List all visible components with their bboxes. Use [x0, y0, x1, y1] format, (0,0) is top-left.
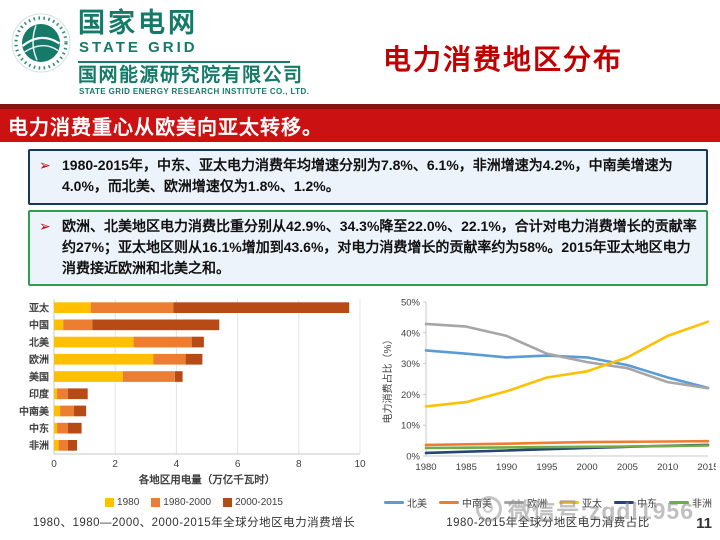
svg-text:40%: 40% [401, 329, 421, 340]
svg-text:电力消费占比（%）: 电力消费占比（%） [381, 335, 394, 424]
line-chart-caption: 1980-2015年全球分地区电力消费占比 [446, 517, 650, 530]
legend-item-亚太: 亚太 [559, 495, 602, 510]
svg-text:中国: 中国 [29, 319, 49, 332]
bullet-box-growth-rates: ➢ 1980-2015年，中东、亚太电力消费年均增速分别为7.8%、6.1%，非… [28, 149, 708, 205]
svg-text:1985: 1985 [456, 462, 477, 473]
svg-text:2000: 2000 [577, 462, 598, 473]
svg-text:8: 8 [296, 459, 302, 470]
wechat-icon [476, 496, 503, 522]
bar-chart-caption: 1980、1980—2000、2000-2015年全球分地区电力消费增长 [32, 517, 356, 530]
wechat-id-text: 微信号:zgdl1956 [508, 498, 694, 524]
legend-line-swatch [384, 500, 404, 504]
bar-chart-block: 亚太 中国 北美 欧洲 美国 印度 中南美 中东 非洲 0 2 4 6 8 10 各地区用电量（万亿千瓦时） … [8, 294, 380, 530]
svg-text:0: 0 [51, 459, 57, 470]
legend-item-非洲: 非洲 [669, 495, 712, 510]
legend-item-中东: 中东 [614, 495, 657, 510]
svg-text:北美: 北美 [29, 336, 50, 349]
legend-swatch [105, 497, 115, 507]
page-title: 电力消费地区分布 [383, 44, 624, 75]
state-grid-logo-icon [10, 12, 72, 74]
legend-item-2000-2015: 2000-2015 [223, 497, 283, 508]
svg-text:欧洲: 欧洲 [29, 353, 49, 366]
svg-text:4: 4 [174, 459, 180, 470]
institute-name-en: STATE GRID ENERGY RESEARCH INSTITUTE CO.… [79, 87, 310, 96]
svg-text:美国: 美国 [29, 371, 49, 384]
svg-text:亚太: 亚太 [29, 302, 50, 315]
svg-text:中东: 中东 [29, 422, 49, 435]
arrow-bullet-icon: ➢ [39, 157, 51, 173]
svg-text:0%: 0% [406, 452, 420, 463]
svg-text:2005: 2005 [617, 462, 638, 473]
legend-swatch [223, 497, 233, 507]
legend-item-1980: 1980 [105, 497, 139, 508]
svg-text:1990: 1990 [496, 462, 517, 473]
svg-text:非洲: 非洲 [29, 440, 49, 453]
header: 国家电网 STATE GRID 国网能源研究院有限公司 STATE GRID E… [0, 0, 720, 104]
consumption-share-line-chart: 0% 10% 20% 30% 40% 50% 1980 1985 1990 1995 2000 200… [381, 298, 719, 474]
key-message-banner: 电力消费重心从欧美向亚太转移。 [0, 104, 720, 142]
svg-text:2010: 2010 [657, 462, 678, 473]
legend-item-1980-2000: 1980-2000 [151, 497, 211, 508]
svg-text:2015: 2015 [697, 462, 716, 473]
key-message-text: 电力消费重心从欧美向亚太转移。 [8, 117, 323, 139]
bullet-text: 欧洲、北美地区电力消费比重分别从42.9%、34.3%降至22.0%、22.1%… [62, 217, 697, 277]
svg-text:10: 10 [354, 459, 366, 470]
svg-text:6: 6 [235, 459, 241, 470]
svg-text:50%: 50% [401, 298, 421, 309]
legend-swatch [151, 497, 161, 507]
wechat-watermark: 微信号:zgdl1956 [476, 492, 694, 526]
legend-item-欧洲: 欧洲 [504, 495, 547, 510]
legend-item-北美: 北美 [384, 495, 427, 510]
bullet-text: 1980-2015年，中东、亚太电力消费年均增速分别为7.8%、6.1%，非洲增… [62, 157, 673, 195]
arrow-bullet-icon: ➢ [39, 217, 51, 234]
svg-text:1980: 1980 [415, 462, 436, 473]
svg-text:印度: 印度 [29, 388, 50, 401]
legend-line-swatch [559, 500, 579, 504]
svg-text:1995: 1995 [536, 462, 557, 473]
legend-line-swatch [439, 500, 459, 504]
charts-section: 亚太 中国 北美 欧洲 美国 印度 中南美 中东 非洲 0 2 4 6 8 10 各地区用电量（万亿千瓦时） … [0, 291, 720, 530]
legend-line-swatch [669, 500, 689, 504]
bullet-section: ➢ 1980-2015年，中东、亚太电力消费年均增速分别为7.8%、6.1%，非… [0, 142, 720, 287]
svg-text:30%: 30% [401, 359, 421, 370]
brand-name-en: STATE GRID [79, 39, 198, 56]
svg-text:2: 2 [112, 459, 118, 470]
institute-name-cn: 国网能源研究院有限公司 [78, 65, 304, 86]
svg-text:中南美: 中南美 [19, 405, 50, 418]
brand-name-cn: 国家电网 [78, 8, 198, 38]
bullet-box-share-shift: ➢ 欧洲、北美地区电力消费比重分别从42.9%、34.3%降至22.0%、22.… [28, 209, 708, 287]
brand-divider [78, 61, 290, 63]
svg-text:各地区用电量（万亿千瓦时）: 各地区用电量（万亿千瓦时） [138, 473, 276, 486]
legend-line-swatch [504, 500, 524, 504]
svg-text:10%: 10% [401, 421, 421, 432]
svg-text:20%: 20% [401, 390, 421, 401]
bar-chart-legend: 1980 1980-2000 2000-2015 [8, 495, 380, 509]
legend-line-swatch [614, 500, 634, 504]
page-number: 11 [696, 515, 712, 532]
